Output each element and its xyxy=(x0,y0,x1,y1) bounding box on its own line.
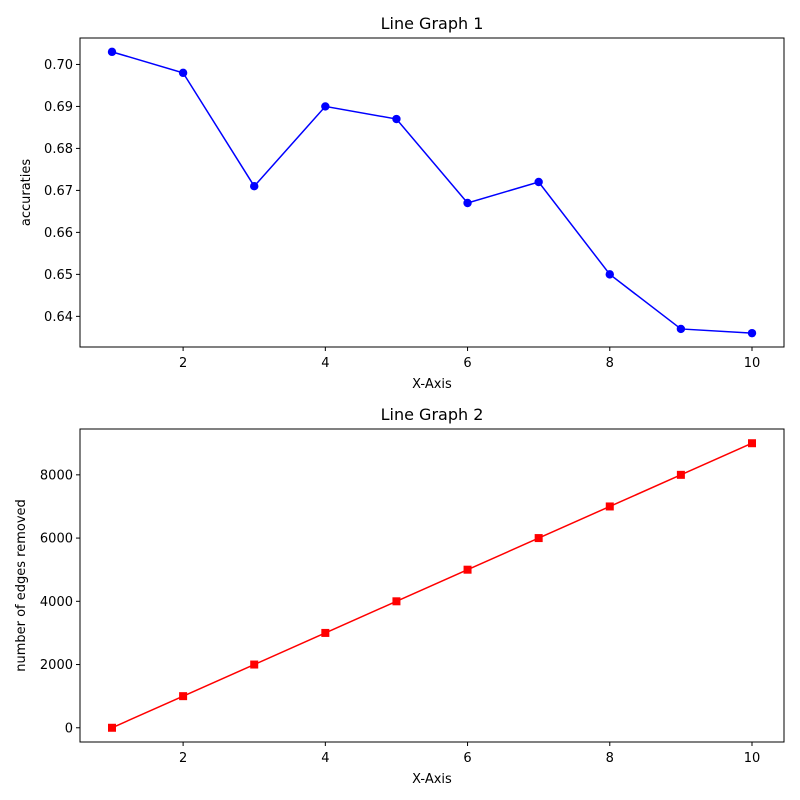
x-tick-label: 2 xyxy=(179,751,187,766)
plot-frame xyxy=(79,428,785,743)
data-point xyxy=(250,660,259,669)
x-tick-label: 4 xyxy=(321,356,329,371)
data-point xyxy=(321,102,330,111)
y-tick-label: 0.70 xyxy=(44,58,73,73)
plot-frame xyxy=(79,37,785,348)
chart-title: Line Graph 2 xyxy=(381,405,484,424)
data-point xyxy=(747,328,757,338)
chart-title: Line Graph 1 xyxy=(381,14,484,33)
y-tick-label: 0.69 xyxy=(44,100,73,115)
data-point xyxy=(676,470,685,479)
data-point xyxy=(321,628,330,637)
x-tick-label: 8 xyxy=(606,356,614,371)
y-tick-label: 0.66 xyxy=(44,226,73,241)
x-tick-label: 10 xyxy=(744,751,761,766)
x-axis-label: X-Axis xyxy=(412,772,452,787)
x-tick-label: 6 xyxy=(463,751,471,766)
y-tick-label: 2000 xyxy=(40,658,73,673)
x-tick-label: 6 xyxy=(463,356,471,371)
chart-2: Line Graph 2 2 4 6 8 10 0 2000 4000 6000 8000 X-Axi… xyxy=(14,405,785,787)
data-point xyxy=(748,439,756,448)
y-tick-label: 0.68 xyxy=(44,142,73,157)
y-tick-label: 0.65 xyxy=(44,268,73,283)
y-tick-label: 0.64 xyxy=(44,310,73,325)
y-tick-label: 8000 xyxy=(40,468,73,483)
data-point xyxy=(108,723,116,732)
data-point xyxy=(107,47,117,57)
data-point xyxy=(676,324,686,334)
y-axis-label: number of edges removed xyxy=(14,499,29,672)
y-axis-label: accuraties xyxy=(19,159,34,227)
x-axis-label: X-Axis xyxy=(412,377,452,392)
data-point xyxy=(392,597,401,606)
chart-1: Line Graph 1 2 4 6 8 10 0.64 0.65 0.66 0.67 0.68 0.… xyxy=(19,14,785,392)
y-tick-label: 4000 xyxy=(40,595,73,610)
y-tick-label: 6000 xyxy=(40,532,73,547)
series-line xyxy=(111,51,753,334)
x-tick-label: 4 xyxy=(321,751,329,766)
data-point xyxy=(605,270,614,279)
data-point xyxy=(392,114,401,124)
x-tick-label: 8 xyxy=(606,751,614,766)
data-point xyxy=(250,182,259,191)
data-point xyxy=(534,177,543,187)
data-point xyxy=(534,534,543,543)
data-point xyxy=(179,692,188,701)
data-point xyxy=(463,565,472,574)
data-point xyxy=(463,198,472,208)
data-point xyxy=(178,68,188,78)
series-line xyxy=(111,442,753,729)
x-tick-label: 10 xyxy=(744,356,761,371)
y-tick-label: 0.67 xyxy=(44,184,73,199)
y-tick-label: 0 xyxy=(65,721,73,736)
data-point xyxy=(605,502,614,511)
x-tick-label: 2 xyxy=(179,356,187,371)
